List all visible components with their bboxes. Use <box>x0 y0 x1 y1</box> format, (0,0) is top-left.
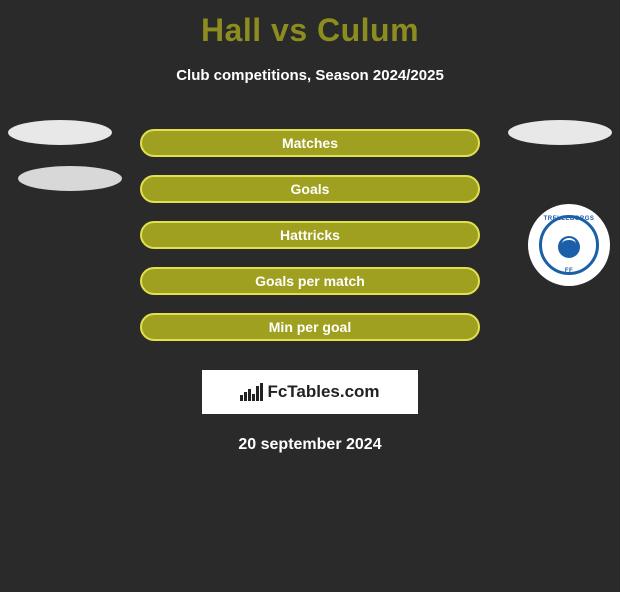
ellipse-left-2 <box>18 166 122 191</box>
ellipse-right-1 <box>508 120 612 145</box>
stat-label: Hattricks <box>280 227 340 243</box>
stats-area: Matches Goals TRELLEBORGS FF Hattricks G… <box>0 120 620 350</box>
attribution-box: FcTables.com <box>202 370 418 414</box>
stat-bar: Goals <box>140 175 480 203</box>
stat-bar: Hattricks <box>140 221 480 249</box>
stat-row-goals-per-match: Goals per match <box>0 258 620 304</box>
stat-label: Goals <box>291 181 330 197</box>
stat-row-hattricks: Hattricks <box>0 212 620 258</box>
stat-label: Min per goal <box>269 319 351 335</box>
bars-icon <box>240 383 263 401</box>
stat-label: Matches <box>282 135 338 151</box>
subtitle: Club competitions, Season 2024/2025 <box>0 67 620 84</box>
attribution-text: FcTables.com <box>267 382 379 402</box>
stat-bar: Matches <box>140 129 480 157</box>
stat-bar: Goals per match <box>140 267 480 295</box>
stat-row-goals: Goals TRELLEBORGS FF <box>0 166 620 212</box>
page-title: Hall vs Culum <box>0 12 620 49</box>
ellipse-left-1 <box>8 120 112 145</box>
stat-label: Goals per match <box>255 273 365 289</box>
stat-row-matches: Matches <box>0 120 620 166</box>
stat-row-min-per-goal: Min per goal <box>0 304 620 350</box>
stat-bar: Min per goal <box>140 313 480 341</box>
date: 20 september 2024 <box>0 436 620 454</box>
attribution-logo: FcTables.com <box>240 382 379 402</box>
